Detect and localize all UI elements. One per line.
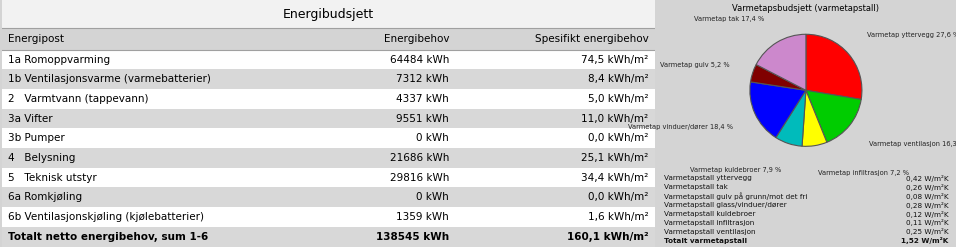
- Text: 0,42 W/m²K: 0,42 W/m²K: [905, 175, 948, 182]
- Text: 0,11 W/m²K: 0,11 W/m²K: [905, 220, 948, 226]
- Text: 8,4 kWh/m²: 8,4 kWh/m²: [588, 74, 648, 84]
- Text: Varmetapstall glass/vinduer/dører: Varmetapstall glass/vinduer/dører: [663, 202, 786, 208]
- Text: 34,4 kWh/m²: 34,4 kWh/m²: [581, 173, 648, 183]
- Text: 5   Teknisk utstyr: 5 Teknisk utstyr: [9, 173, 98, 183]
- FancyBboxPatch shape: [2, 89, 655, 109]
- Text: Varmetapstall ventilasjon: Varmetapstall ventilasjon: [663, 229, 755, 235]
- FancyBboxPatch shape: [2, 168, 655, 187]
- Text: Varmetapstall tak: Varmetapstall tak: [663, 184, 728, 190]
- Text: 0,0 kWh/m²: 0,0 kWh/m²: [588, 133, 648, 143]
- Text: 25,1 kWh/m²: 25,1 kWh/m²: [581, 153, 648, 163]
- FancyBboxPatch shape: [2, 207, 655, 227]
- Text: 1b Ventilasjonsvarme (varmebatterier): 1b Ventilasjonsvarme (varmebatterier): [9, 74, 211, 84]
- Text: Totalt varmetapstall: Totalt varmetapstall: [663, 238, 747, 244]
- FancyBboxPatch shape: [2, 227, 655, 247]
- FancyBboxPatch shape: [2, 0, 655, 28]
- Text: 3b Pumper: 3b Pumper: [9, 133, 65, 143]
- Text: 6a Romkjøling: 6a Romkjøling: [9, 192, 82, 202]
- Text: Energibehov: Energibehov: [383, 34, 449, 44]
- Wedge shape: [756, 34, 806, 90]
- Text: Energipost: Energipost: [9, 34, 64, 44]
- Text: 1,6 kWh/m²: 1,6 kWh/m²: [588, 212, 648, 222]
- Text: 74,5 kWh/m²: 74,5 kWh/m²: [581, 55, 648, 64]
- FancyBboxPatch shape: [2, 187, 655, 207]
- FancyBboxPatch shape: [2, 50, 655, 69]
- Text: 0,0 kWh/m²: 0,0 kWh/m²: [588, 192, 648, 202]
- Text: 2   Varmtvann (tappevann): 2 Varmtvann (tappevann): [9, 94, 149, 104]
- Text: 1,52 W/m²K: 1,52 W/m²K: [902, 237, 948, 244]
- Text: 3a Vifter: 3a Vifter: [9, 114, 54, 124]
- Text: 29816 kWh: 29816 kWh: [390, 173, 449, 183]
- Text: 4   Belysning: 4 Belysning: [9, 153, 76, 163]
- Wedge shape: [806, 90, 861, 142]
- Text: Varmetapstall gulv på grunn/mot det fri: Varmetapstall gulv på grunn/mot det fri: [663, 192, 807, 200]
- Text: Energibudsjett: Energibudsjett: [283, 7, 374, 21]
- Text: 0,26 W/m²K: 0,26 W/m²K: [905, 184, 948, 191]
- Wedge shape: [806, 34, 862, 99]
- Text: 4337 kWh: 4337 kWh: [397, 94, 449, 104]
- Wedge shape: [776, 90, 806, 146]
- Text: 0,25 W/m²K: 0,25 W/m²K: [905, 228, 948, 235]
- Text: 0,28 W/m²K: 0,28 W/m²K: [905, 202, 948, 209]
- Text: Varmetap infiltrasjon 7,2 %: Varmetap infiltrasjon 7,2 %: [818, 170, 909, 176]
- Text: 6b Ventilasjonskjøling (kjølebatterier): 6b Ventilasjonskjøling (kjølebatterier): [9, 212, 205, 222]
- Text: Varmetap ventilasjon 16,3 %: Varmetap ventilasjon 16,3 %: [869, 141, 956, 146]
- Text: 0,08 W/m²K: 0,08 W/m²K: [905, 193, 948, 200]
- Text: Varmetap yttervegg 27,6 %: Varmetap yttervegg 27,6 %: [867, 32, 956, 38]
- Text: Varmetap kuldebroer 7,9 %: Varmetap kuldebroer 7,9 %: [689, 167, 781, 173]
- Text: 0,12 W/m²K: 0,12 W/m²K: [905, 210, 948, 218]
- Text: Varmetap tak 17,4 %: Varmetap tak 17,4 %: [694, 16, 764, 21]
- Text: 1a Romoppvarming: 1a Romoppvarming: [9, 55, 111, 64]
- Text: 5,0 kWh/m²: 5,0 kWh/m²: [588, 94, 648, 104]
- Text: Totalt netto energibehov, sum 1-6: Totalt netto energibehov, sum 1-6: [9, 232, 208, 242]
- Text: Spesifikt energibehov: Spesifikt energibehov: [534, 34, 648, 44]
- Text: 1359 kWh: 1359 kWh: [397, 212, 449, 222]
- Text: 160,1 kWh/m²: 160,1 kWh/m²: [567, 232, 648, 242]
- Text: 0 kWh: 0 kWh: [417, 192, 449, 202]
- Text: 9551 kWh: 9551 kWh: [397, 114, 449, 124]
- Text: 11,0 kWh/m²: 11,0 kWh/m²: [581, 114, 648, 124]
- FancyBboxPatch shape: [2, 69, 655, 89]
- Text: Varmetap vinduer/dører 18,4 %: Varmetap vinduer/dører 18,4 %: [628, 124, 732, 130]
- Text: 64484 kWh: 64484 kWh: [390, 55, 449, 64]
- Text: Varmetapstall yttervegg: Varmetapstall yttervegg: [663, 175, 751, 181]
- Text: 138545 kWh: 138545 kWh: [376, 232, 449, 242]
- FancyBboxPatch shape: [2, 109, 655, 128]
- Text: Varmetapstall infiltrasjon: Varmetapstall infiltrasjon: [663, 220, 753, 226]
- FancyBboxPatch shape: [2, 128, 655, 148]
- Wedge shape: [750, 64, 806, 90]
- Text: Varmetapstall kuldebroer: Varmetapstall kuldebroer: [663, 211, 755, 217]
- FancyBboxPatch shape: [2, 148, 655, 168]
- Text: 0 kWh: 0 kWh: [417, 133, 449, 143]
- Wedge shape: [750, 82, 806, 138]
- Text: 21686 kWh: 21686 kWh: [390, 153, 449, 163]
- Wedge shape: [802, 90, 827, 146]
- Text: Varmetapsbudsjett (varmetapstall): Varmetapsbudsjett (varmetapstall): [732, 4, 880, 13]
- Text: Varmetap gulv 5,2 %: Varmetap gulv 5,2 %: [660, 62, 729, 68]
- Text: 7312 kWh: 7312 kWh: [397, 74, 449, 84]
